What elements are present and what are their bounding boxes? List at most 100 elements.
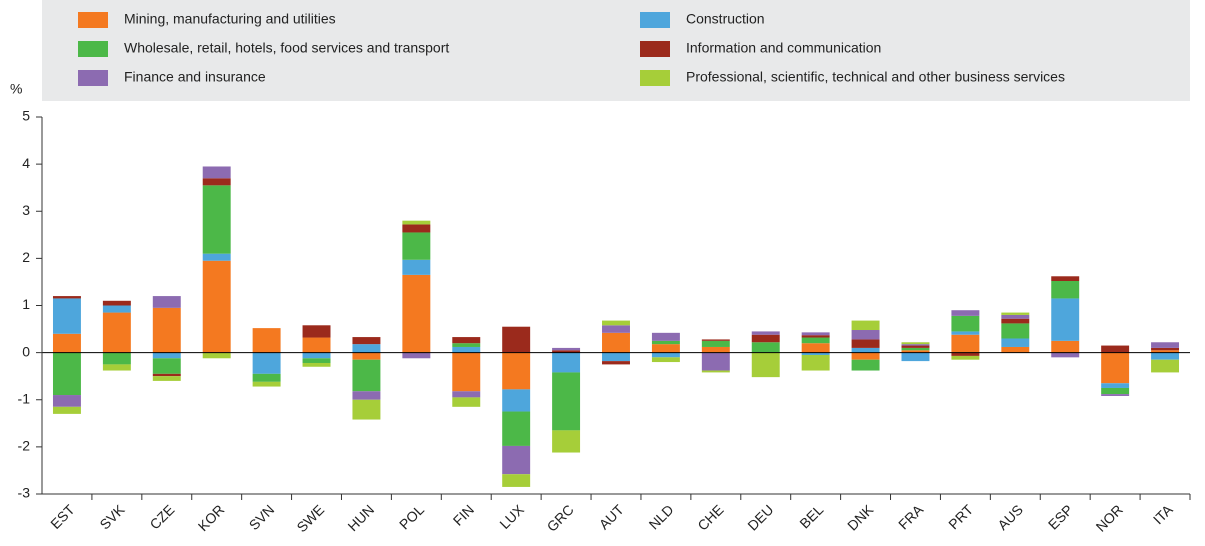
legend-label: Finance and insurance — [124, 69, 266, 85]
x-tick-label: FIN — [450, 501, 477, 528]
bar-segment — [52, 352, 81, 396]
bar-segment — [602, 352, 630, 362]
legend-swatch — [640, 70, 670, 86]
x-tick-label: KOR — [195, 501, 228, 534]
bar-segment — [701, 340, 730, 347]
x-tick-label: AUT — [596, 501, 627, 532]
x-tick-label: DEU — [744, 501, 776, 533]
bar-segment — [901, 352, 930, 362]
bar-segment — [452, 337, 481, 344]
bar-segment — [1001, 312, 1030, 315]
bar-segment — [951, 334, 980, 353]
legend-label: Mining, manufacturing and utilities — [124, 11, 336, 27]
bar-segment — [1151, 342, 1180, 348]
bar-segment — [701, 346, 730, 353]
y-tick-label: -1 — [18, 390, 31, 406]
bar-segment — [1151, 359, 1180, 373]
y-tick-label: 3 — [22, 202, 30, 218]
bar-segment — [352, 399, 381, 420]
bar-segment — [951, 331, 980, 335]
bar-segment — [252, 352, 281, 374]
bar-segment — [1151, 347, 1180, 351]
bar-segment — [951, 310, 980, 316]
bar-segment — [452, 346, 481, 353]
bar-segment — [252, 328, 281, 353]
bar-segment — [1101, 345, 1130, 353]
bar-segment — [402, 232, 431, 260]
y-tick-label: -3 — [18, 485, 31, 501]
y-tick-label: 1 — [22, 296, 30, 312]
bar-segment — [252, 373, 281, 382]
bar-segment — [202, 178, 231, 186]
bar-segment — [52, 333, 81, 353]
bar-segment — [651, 344, 680, 353]
bar-segment — [1001, 318, 1030, 324]
bar-segment — [651, 332, 680, 341]
bar-segment — [1151, 352, 1180, 360]
bar-segment — [851, 347, 880, 353]
bar-segment — [152, 376, 181, 381]
bar-segment — [152, 352, 181, 359]
bar-segment — [651, 352, 680, 358]
legend-swatch — [78, 70, 108, 86]
bar-segment — [1001, 314, 1030, 319]
x-tick-label: HUN — [344, 501, 377, 534]
legend-swatch — [640, 41, 670, 57]
bar-segment — [1051, 280, 1080, 299]
x-tick-label: NOR — [1093, 501, 1126, 534]
bar-segment — [202, 260, 231, 353]
y-tick-label: 0 — [22, 343, 30, 359]
bar-segment — [801, 352, 830, 355]
bar-segment — [352, 337, 381, 345]
bar-segment — [751, 342, 780, 353]
bar-segment — [452, 391, 481, 398]
bar-segment — [402, 259, 431, 275]
bar-segment — [52, 406, 81, 414]
bar-segment — [801, 335, 830, 338]
y-axis-label: % — [10, 81, 22, 97]
bar-segment — [302, 337, 331, 353]
x-tick-label: GRC — [544, 501, 577, 534]
x-tick-label: EST — [47, 501, 78, 532]
bar-segment — [152, 373, 181, 377]
bar-segment — [552, 347, 581, 351]
bar-segment — [851, 339, 880, 348]
bar-segment — [52, 296, 81, 299]
bar-segment — [502, 474, 531, 487]
bar-segment — [152, 358, 181, 374]
bar-segment — [602, 320, 630, 326]
x-tick-label: SWE — [293, 501, 327, 535]
legend-label: Professional, scientific, technical and … — [686, 69, 1065, 85]
bar-segment — [1051, 340, 1080, 353]
x-tick-label: FRA — [895, 501, 927, 533]
bar-segment — [302, 362, 331, 367]
bar-segment — [102, 364, 131, 371]
bar-segment — [701, 370, 730, 373]
x-tick-label: PRT — [945, 501, 976, 532]
bar-segment — [901, 342, 930, 345]
legend-swatch — [640, 12, 670, 28]
bar-segment — [302, 325, 331, 338]
bar-segment — [801, 343, 830, 353]
legend-background — [42, 0, 1190, 101]
bar-segment — [352, 352, 381, 360]
bar-segment — [302, 352, 331, 359]
bar-segment — [402, 274, 431, 353]
bar-segment — [452, 397, 481, 407]
x-tick-label: NLD — [646, 501, 677, 532]
bar-segment — [102, 312, 131, 353]
x-tick-label: SVK — [96, 501, 128, 533]
legend-label: Wholesale, retail, hotels, food services… — [124, 40, 449, 56]
bar-segment — [202, 185, 231, 254]
bar-segment — [901, 345, 930, 348]
bar-segment — [901, 350, 930, 353]
bar-segment — [1101, 352, 1130, 384]
bar-segment — [851, 359, 880, 371]
bar-segment — [152, 296, 181, 308]
bar-segment — [352, 391, 381, 400]
bar-segment — [552, 430, 581, 453]
bar-segment — [402, 352, 431, 359]
legend-swatch — [78, 12, 108, 28]
bar-segment — [602, 325, 630, 333]
bar-segment — [52, 395, 81, 407]
